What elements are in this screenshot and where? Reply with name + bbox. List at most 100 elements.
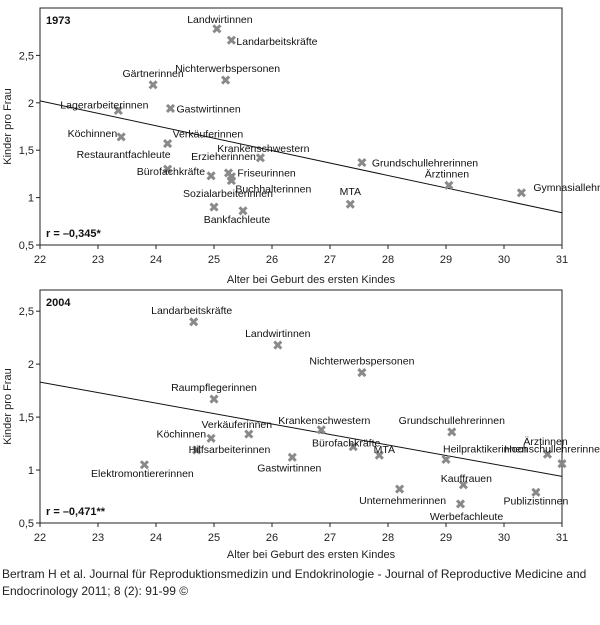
point-marker (395, 484, 405, 494)
x-tick-label: 28 (382, 532, 394, 544)
point-label: Hochschullehrerinnen (504, 444, 600, 456)
regression-line (39, 381, 563, 477)
point-label: Nichterwerbspersonen (309, 356, 414, 368)
x-tick-label: 23 (92, 532, 104, 544)
x-tick-label: 29 (440, 254, 452, 266)
y-tick-label: 1,5 (19, 145, 34, 157)
point-marker (287, 452, 297, 462)
data-point: Hochschullehrerinnen (504, 444, 600, 469)
data-point: Lagerarbeiterinnen (60, 99, 149, 115)
data-point: Elektromontiererinnen (91, 460, 194, 480)
point-label: Elektromontiererinnen (91, 468, 194, 480)
point-label: Hilfsarbeiterinnen (189, 444, 271, 456)
data-point: Bankfachleute (204, 206, 271, 226)
y-tick-label: 2,5 (19, 50, 34, 62)
point-label: Grundschullehrerinnen (399, 415, 505, 427)
point-label: Publizistinnen (504, 495, 569, 507)
point-marker (316, 425, 326, 435)
point-label: Unternehmerinnen (359, 495, 446, 507)
data-point: Kauffrauen (441, 473, 492, 490)
point-marker (165, 103, 176, 114)
data-point: Bürofachkräfte (137, 166, 216, 181)
data-point: Heilpraktikerinnen (441, 443, 527, 465)
x-tick-label: 24 (150, 532, 162, 544)
point-marker (209, 202, 219, 212)
point-marker (345, 199, 355, 209)
data-point: MTA (340, 186, 361, 209)
point-label: Landarbeitskräfte (151, 305, 232, 317)
data-point: Krankenschwestern (217, 143, 310, 163)
data-point: Köchinnen (156, 428, 216, 443)
x-axis-label: Alter bei Geburt des ersten Kindes (227, 274, 396, 286)
panel-title: 1973 (46, 15, 70, 27)
point-marker (444, 180, 454, 190)
y-tick-label: 2 (28, 98, 34, 110)
point-marker (458, 480, 468, 490)
point-marker (209, 394, 219, 404)
point-marker (542, 449, 553, 459)
y-tick-label: 1,5 (19, 412, 34, 424)
data-point: Landwirtinnen (187, 14, 253, 34)
data-point: Köchinnen (68, 128, 126, 142)
point-marker (163, 139, 173, 149)
point-marker (148, 80, 158, 90)
point-label: Krankenschwestern (217, 143, 309, 155)
data-point: Ärztinnen (523, 436, 568, 459)
point-label: Ärztinnen (523, 436, 568, 448)
point-label: Gastwirtinnen (257, 462, 321, 474)
point-label: Gymnasiallehrerinnen (533, 182, 600, 194)
point-marker (113, 105, 123, 115)
correlation-label: r = –0,471** (46, 506, 106, 518)
x-tick-label: 28 (382, 254, 394, 266)
panel-2004: 22 23 24 25 26 27 28 29 30 31 0,5 1 1,5 2 2,5 Alter bei… (2, 289, 600, 561)
figure-caption: Bertram H et al. Journal für Reproduktio… (2, 567, 587, 598)
point-label: Ärztinnen (425, 168, 470, 180)
point-marker (357, 368, 367, 378)
x-tick-label: 24 (150, 254, 162, 266)
data-point: Buchhalterinnen (226, 175, 311, 196)
point-marker (455, 499, 466, 509)
point-label: MTA (374, 444, 395, 456)
point-label: Bankfachleute (204, 214, 271, 226)
data-point: Grundschullehrerinnen (399, 415, 505, 437)
point-label: Friseurinnen (237, 168, 296, 180)
point-marker (357, 157, 367, 168)
point-marker (139, 460, 149, 470)
data-point: Friseurinnen (226, 168, 296, 182)
point-label: Raumpflegerinnen (171, 382, 257, 394)
data-point: Werbefachleute (430, 499, 504, 523)
point-label: Werbefachleute (430, 511, 504, 523)
point-label: Verkäuferinnen (173, 129, 244, 141)
data-point: Nichterwerbspersonen (175, 63, 280, 85)
data-point: Bürofachkräfte (312, 438, 380, 452)
point-marker (116, 132, 126, 142)
point-marker (374, 450, 384, 460)
data-point: Verkäuferinnen (201, 419, 272, 439)
point-label: Grundschullehrerinnen (372, 158, 478, 170)
point-label: Landwirtinnen (245, 328, 311, 340)
data-point: Gärtnerinnen (122, 68, 184, 90)
plot-frame (39, 7, 563, 246)
data-point: Unternehmerinnen (359, 484, 446, 507)
data-point: Raumpflegerinnen (171, 382, 257, 404)
x-tick-label: 30 (498, 532, 510, 544)
point-label: Restaurantfachleute (77, 149, 171, 161)
point-marker (206, 171, 216, 181)
point-marker (212, 24, 222, 34)
point-marker (531, 487, 541, 497)
y-axis-label: Kinder pro Frau (2, 368, 14, 444)
data-point: Landarbeitskräfte (226, 35, 318, 48)
y-axis-label: Kinder pro Frau (2, 88, 14, 164)
y-tick-label: 0,5 (19, 240, 34, 252)
point-label: Gärtnerinnen (122, 68, 183, 80)
y-tick-label: 1 (28, 193, 34, 205)
data-point: Landwirtinnen (245, 328, 311, 350)
data-point: Gastwirtinnen (165, 103, 241, 115)
point-label: Lagerarbeiterinnen (60, 99, 148, 111)
x-tick-label: 25 (208, 532, 220, 544)
point-label: Nichterwerbspersonen (175, 63, 280, 75)
data-point: Grundschullehrerinnen (357, 157, 478, 170)
point-label: Köchinnen (156, 428, 206, 440)
point-marker (447, 427, 457, 437)
point-marker (189, 317, 199, 327)
